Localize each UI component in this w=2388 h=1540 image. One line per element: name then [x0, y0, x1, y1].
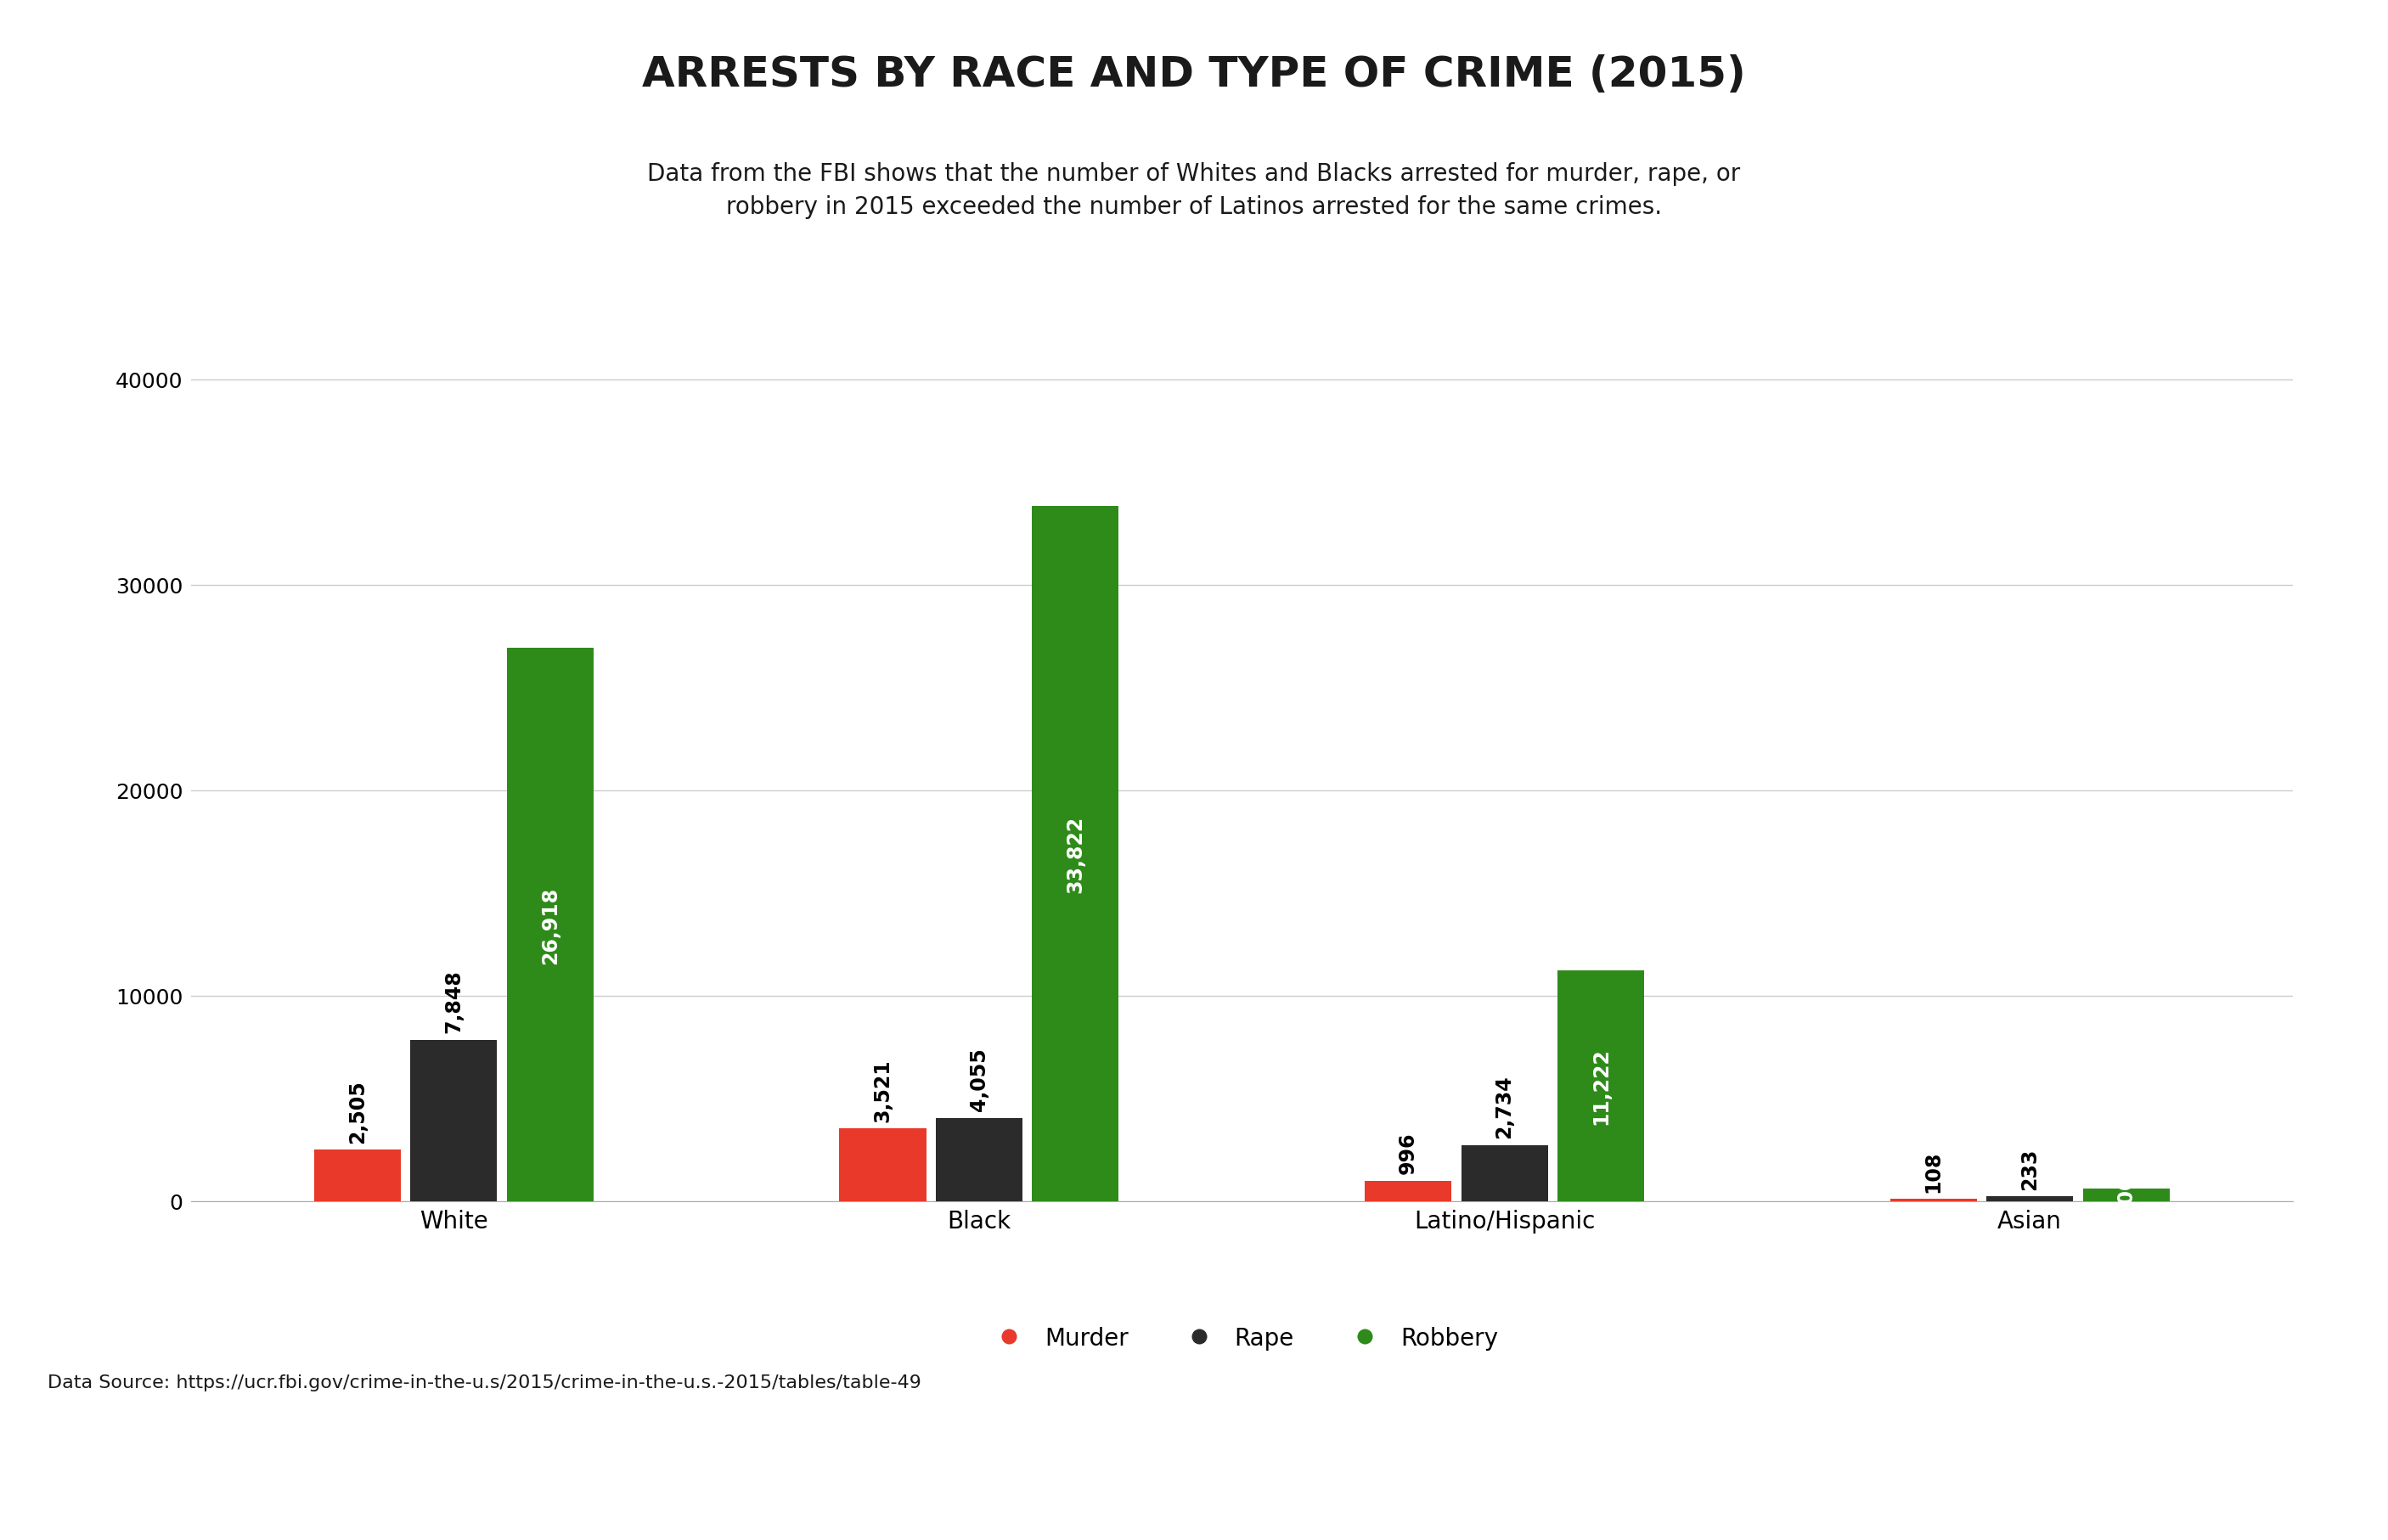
Bar — [411, 1040, 497, 1201]
Bar — [1557, 970, 1643, 1201]
Bar — [2082, 1189, 2168, 1201]
Bar — [506, 648, 592, 1201]
Text: ULTIUS: ULTIUS — [91, 1468, 210, 1497]
Text: 2,734: 2,734 — [1495, 1075, 1514, 1138]
Bar — [841, 1129, 927, 1201]
Text: 7,848: 7,848 — [444, 970, 463, 1033]
Bar — [1366, 1181, 1452, 1201]
Text: Copyright © 2016 Ultius, Inc.: Copyright © 2016 Ultius, Inc. — [2039, 1472, 2352, 1492]
Text: 11,222: 11,222 — [1590, 1047, 1612, 1124]
Text: 26,918: 26,918 — [540, 886, 561, 964]
Bar — [1461, 1146, 1547, 1201]
Text: 3,521: 3,521 — [872, 1058, 893, 1121]
Bar — [1891, 1200, 1977, 1201]
Legend: Murder, Rape, Robbery: Murder, Rape, Robbery — [974, 1315, 1509, 1361]
Bar — [1987, 1197, 2073, 1201]
Text: 600: 600 — [2116, 1173, 2137, 1217]
Text: ◑: ◑ — [36, 1465, 67, 1500]
Text: Data Source: https://ucr.fbi.gov/crime-in-the-u.s/2015/crime-in-the-u.s.-2015/ta: Data Source: https://ucr.fbi.gov/crime-i… — [48, 1374, 922, 1391]
Text: ARRESTS BY RACE AND TYPE OF CRIME (2015): ARRESTS BY RACE AND TYPE OF CRIME (2015) — [642, 54, 1746, 94]
Text: 4,055: 4,055 — [970, 1047, 989, 1110]
Bar — [1032, 507, 1118, 1201]
Text: 108: 108 — [1922, 1150, 1944, 1192]
Text: 2,505: 2,505 — [346, 1080, 368, 1143]
Bar — [936, 1118, 1022, 1201]
Text: Data from the FBI shows that the number of Whites and Blacks arrested for murder: Data from the FBI shows that the number … — [647, 162, 1741, 219]
Bar — [315, 1150, 401, 1201]
Text: 996: 996 — [1397, 1132, 1418, 1173]
Text: 33,822: 33,822 — [1065, 815, 1087, 893]
Text: 233: 233 — [2020, 1147, 2039, 1189]
